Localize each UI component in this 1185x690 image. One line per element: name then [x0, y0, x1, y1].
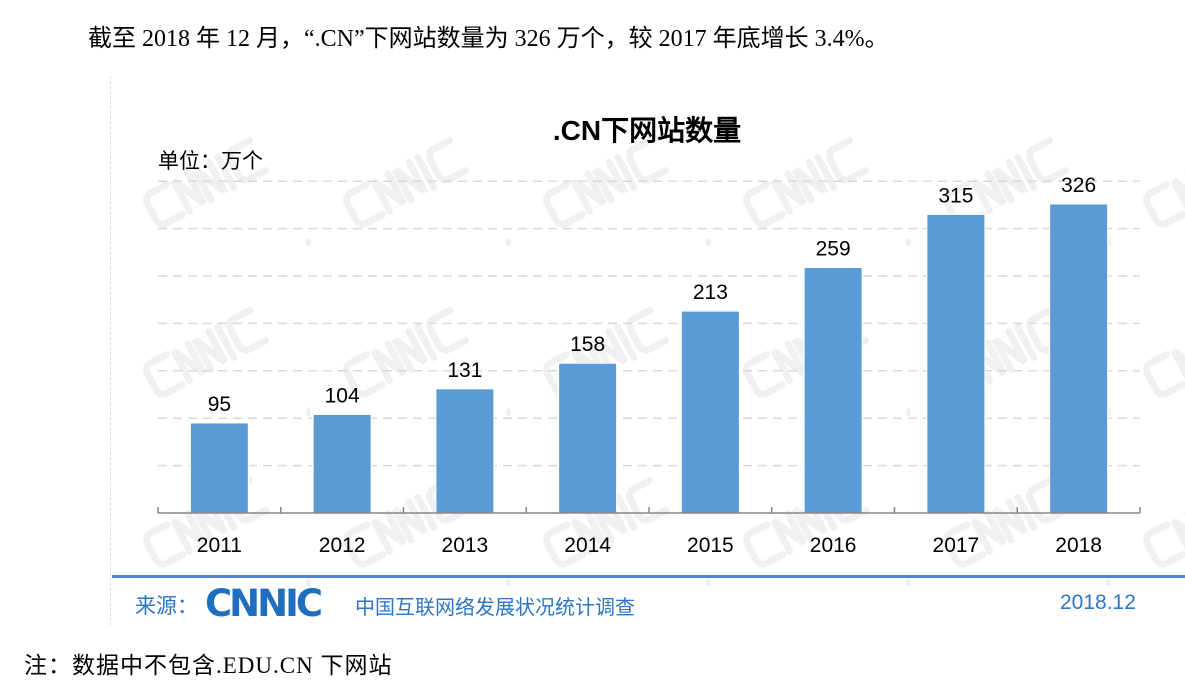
chart-title: .CN下网站数量 — [553, 115, 741, 146]
watermark — [111, 76, 1185, 626]
source-divider — [112, 575, 1185, 578]
data-label: 315 — [938, 184, 973, 207]
data-label: 131 — [447, 359, 482, 382]
x-tick-label: 2017 — [933, 534, 980, 557]
data-label: 213 — [693, 281, 728, 304]
bar-2018 — [1049, 203, 1109, 514]
data-label: 326 — [1061, 174, 1096, 197]
bar-2014 — [558, 362, 618, 514]
unit-label: 单位：万个 — [158, 150, 263, 173]
data-label: 259 — [816, 237, 851, 260]
source-label: 来源： — [135, 594, 198, 618]
bar-2011 — [189, 422, 249, 514]
bar-2015 — [680, 310, 740, 514]
watermark-pattern — [111, 76, 1185, 626]
data-label: 104 — [325, 384, 360, 407]
bar-2013 — [435, 388, 495, 514]
bar-2016 — [803, 266, 863, 514]
data-label: 158 — [570, 333, 605, 356]
footnote: 注：数据中不包含.EDU.CN 下网站 — [24, 653, 393, 678]
x-tick-label: 2012 — [319, 534, 366, 557]
source-date: 2018.12 — [1060, 591, 1136, 614]
source-description: 中国互联网络发展状况统计调查 — [355, 595, 635, 619]
headline: 截至 2018 年 12 月，“.CN”下网站数量为 326 万个，较 2017… — [88, 26, 889, 52]
x-tick-label: 2018 — [1055, 534, 1102, 557]
x-tick-label: 2014 — [564, 534, 611, 557]
x-tick-label: 2015 — [687, 534, 734, 557]
cnnic-logo: CNNIC — [205, 582, 323, 625]
bar-2017 — [926, 213, 986, 514]
x-tick-label: 2013 — [442, 534, 489, 557]
chart-panel — [110, 76, 1185, 626]
x-tick-label: 2016 — [810, 534, 857, 557]
x-tick-label: 2011 — [197, 534, 242, 557]
data-label: 95 — [208, 393, 231, 416]
bar-2012 — [312, 413, 372, 514]
